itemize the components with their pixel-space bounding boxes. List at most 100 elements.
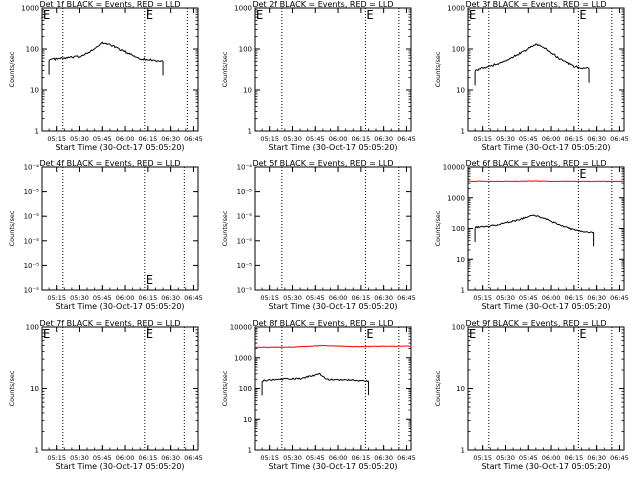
x-tick-label: 06:00 [542, 454, 561, 462]
y-tick-label: 100 [452, 46, 465, 54]
event-marker-e: E [146, 273, 153, 287]
y-axis-label: Counts/sec [221, 51, 229, 87]
y-tick-label: 10000 [443, 164, 465, 172]
x-tick-label: 05:30 [283, 454, 302, 462]
x-tick-label: 06:30 [374, 135, 393, 143]
x-tick-label: 06:45 [184, 294, 203, 302]
x-tick-label: 06:45 [397, 135, 416, 143]
series-events-line [474, 214, 594, 234]
x-tick-label: 05:15 [47, 135, 66, 143]
x-tick-label: 05:15 [260, 294, 279, 302]
plot-frame [467, 326, 625, 451]
y-tick-label: 10 [456, 87, 465, 95]
x-tick-label: 06:30 [587, 454, 606, 462]
x-axis-label: Start Time (30-Oct-17 05:05:20) [55, 143, 184, 152]
chart-panel-3: Det 3f BLACK = Events, RED = LLD 1 10 100 10… [434, 0, 629, 152]
x-tick-label: 06:45 [610, 135, 629, 143]
x-tick-label: 05:15 [473, 294, 492, 302]
y-axis-label: Counts/sec [221, 370, 229, 406]
x-tick-label: 06:15 [351, 294, 370, 302]
event-marker-e: E [579, 8, 586, 22]
x-tick-label: 06:00 [116, 454, 135, 462]
chart-panel-1: Det 1f BLACK = Events, RED = LLD 1 10 100 10… [8, 0, 203, 152]
y-tick-label: 10⁻⁵ [24, 262, 40, 270]
chart-panel-7: Det 7f BLACK = Events, RED = LLD 1 10 100 05… [8, 319, 203, 471]
x-tick-label: 05:15 [47, 454, 66, 462]
x-tick-label: 06:00 [329, 454, 348, 462]
x-tick-label: 05:30 [496, 454, 515, 462]
x-tick-label: 05:15 [473, 135, 492, 143]
x-tick-label: 06:30 [587, 294, 606, 302]
series-lld-line [255, 344, 412, 349]
chart-title: Det 4f BLACK = Events, RED = LLD [39, 159, 180, 168]
x-tick-label: 06:00 [329, 135, 348, 143]
x-tick-label: 06:15 [138, 135, 157, 143]
y-tick-label: 10⁻⁴ [237, 164, 253, 172]
event-marker-e: E [43, 327, 50, 341]
x-tick-label: 06:30 [161, 294, 180, 302]
y-axis-label: Counts/sec [8, 51, 16, 87]
y-tick-label: 10⁻⁵ [237, 188, 253, 196]
y-tick-label: 10⁻⁵ [237, 262, 253, 270]
x-tick-label: 06:30 [161, 135, 180, 143]
event-marker-e: E [469, 327, 476, 341]
x-tick-label: 06:15 [138, 294, 157, 302]
y-tick-label: 1000 [21, 5, 39, 13]
y-axis-label: Counts/sec [8, 370, 16, 406]
event-marker-e: E [366, 8, 373, 22]
event-marker-e: E [43, 8, 50, 22]
y-axis-label: Counts/sec [434, 370, 442, 406]
x-tick-label: 06:15 [351, 135, 370, 143]
x-tick-label: 06:45 [610, 294, 629, 302]
event-marker-e: E [469, 8, 476, 22]
chart-title: Det 7f BLACK = Events, RED = LLD [39, 319, 180, 328]
x-axis-label: Start Time (30-Oct-17 05:05:20) [55, 302, 184, 311]
event-marker-e: E [256, 8, 263, 22]
event-marker-e: E [146, 8, 153, 22]
y-tick-label: 10⁻⁵ [237, 287, 253, 295]
x-tick-label: 05:15 [260, 454, 279, 462]
y-tick-label: 1000 [447, 5, 465, 13]
chart-title: Det 6f BLACK = Events, RED = LLD [465, 159, 606, 168]
chart-title: Det 2f BLACK = Events, RED = LLD [252, 0, 393, 9]
x-tick-label: 05:45 [519, 454, 538, 462]
y-tick-label: 10⁻⁴ [24, 164, 40, 172]
series-events-line [262, 372, 369, 383]
y-tick-label: 10⁻⁵ [24, 237, 40, 245]
chart-panel-6: Det 6f BLACK = Events, RED = LLD 1 10 100 10… [434, 159, 629, 311]
chart-panel-2: Det 2f BLACK = Events, RED = LLD 1 10 100 10… [221, 0, 416, 152]
plot-frame [41, 7, 199, 132]
y-axis-label: Counts/sec [221, 210, 229, 246]
x-tick-label: 06:15 [138, 454, 157, 462]
chart-title: Det 5f BLACK = Events, RED = LLD [252, 159, 393, 168]
y-tick-label: 10 [243, 87, 252, 95]
x-tick-label: 05:45 [306, 294, 325, 302]
x-axis-label: Start Time (30-Oct-17 05:05:20) [481, 462, 610, 471]
x-tick-label: 06:00 [542, 135, 561, 143]
chart-panel-9: Det 9f BLACK = Events, RED = LLD 1 10 100 05… [434, 319, 629, 471]
y-axis-label: Counts/sec [434, 51, 442, 87]
y-tick-label: 100 [452, 225, 465, 233]
chart-title: Det 8f BLACK = Events, RED = LLD [252, 319, 393, 328]
x-axis-label: Start Time (30-Oct-17 05:05:20) [268, 302, 397, 311]
x-axis-label: Start Time (30-Oct-17 05:05:20) [481, 143, 610, 152]
x-tick-label: 06:15 [564, 135, 583, 143]
plot-frame [467, 7, 625, 132]
y-tick-label: 10⁻⁵ [237, 213, 253, 221]
y-tick-label: 1 [461, 287, 465, 295]
x-tick-label: 06:30 [587, 135, 606, 143]
x-axis-label: Start Time (30-Oct-17 05:05:20) [268, 143, 397, 152]
y-tick-label: 10 [30, 87, 39, 95]
y-tick-label: 100 [452, 324, 465, 332]
x-tick-label: 05:30 [283, 294, 302, 302]
x-tick-label: 05:45 [93, 294, 112, 302]
x-tick-label: 05:45 [93, 454, 112, 462]
x-tick-label: 06:00 [329, 294, 348, 302]
y-axis-label: Counts/sec [8, 210, 16, 246]
x-tick-label: 06:45 [397, 454, 416, 462]
x-tick-label: 05:30 [496, 294, 515, 302]
chart-title: Det 1f BLACK = Events, RED = LLD [39, 0, 180, 9]
x-tick-label: 05:30 [283, 135, 302, 143]
y-tick-label: 100 [26, 46, 39, 54]
